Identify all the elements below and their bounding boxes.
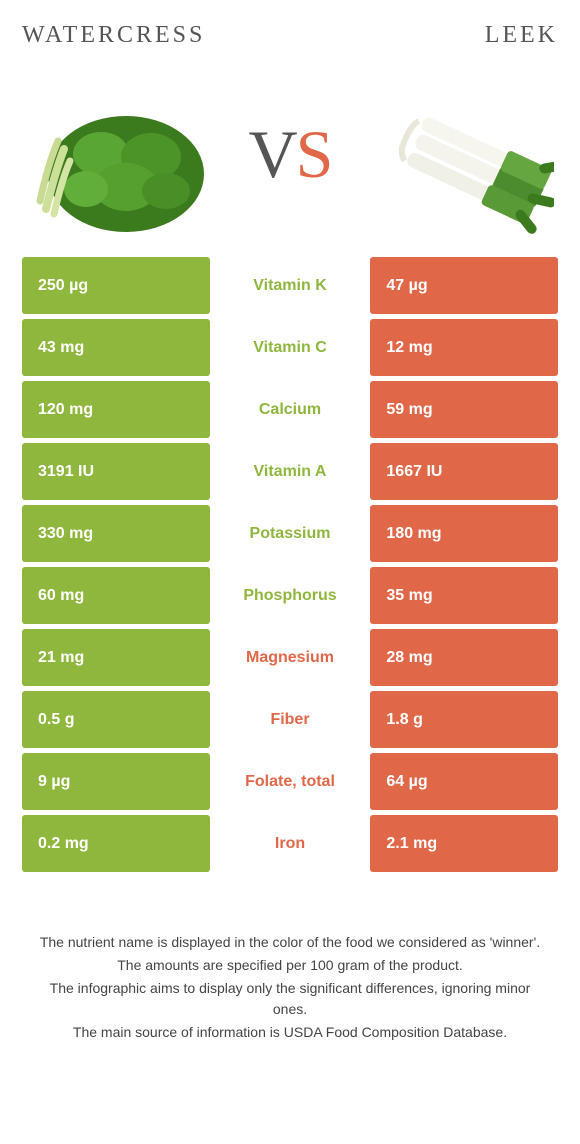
nutrient-right-value: 59 mg (370, 381, 558, 438)
images-row: VS (22, 69, 558, 239)
leek-image (354, 69, 554, 239)
nutrient-name: Potassium (210, 505, 371, 562)
nutrient-row: 60 mgPhosphorus35 mg (22, 567, 558, 624)
nutrient-right-value: 2.1 mg (370, 815, 558, 872)
nutrient-left-value: 250 µg (22, 257, 210, 314)
nutrient-name: Calcium (210, 381, 371, 438)
nutrient-row: 21 mgMagnesium28 mg (22, 629, 558, 686)
nutrient-left-value: 120 mg (22, 381, 210, 438)
nutrient-name: Vitamin K (210, 257, 371, 314)
nutrient-row: 250 µgVitamin K47 µg (22, 257, 558, 314)
nutrient-right-value: 35 mg (370, 567, 558, 624)
nutrient-left-value: 330 mg (22, 505, 210, 562)
nutrient-left-value: 43 mg (22, 319, 210, 376)
nutrient-right-value: 1.8 g (370, 691, 558, 748)
nutrient-row: 120 mgCalcium59 mg (22, 381, 558, 438)
nutrient-right-value: 28 mg (370, 629, 558, 686)
nutrient-row: 43 mgVitamin C12 mg (22, 319, 558, 376)
nutrient-name: Vitamin A (210, 443, 371, 500)
nutrient-left-value: 60 mg (22, 567, 210, 624)
nutrient-name: Folate, total (210, 753, 371, 810)
nutrient-row: 3191 IUVitamin A1667 IU (22, 443, 558, 500)
footer-line: The main source of information is USDA F… (32, 1022, 548, 1043)
nutrient-name: Iron (210, 815, 371, 872)
nutrient-name: Fiber (210, 691, 371, 748)
food-right-title: Leek (485, 22, 558, 49)
nutrient-right-value: 1667 IU (370, 443, 558, 500)
infographic-container: Watercress Leek VS (0, 0, 580, 1067)
nutrient-left-value: 21 mg (22, 629, 210, 686)
vs-label: VS (249, 115, 332, 194)
nutrient-left-value: 0.2 mg (22, 815, 210, 872)
titles-row: Watercress Leek (22, 22, 558, 49)
nutrient-right-value: 180 mg (370, 505, 558, 562)
nutrient-name: Magnesium (210, 629, 371, 686)
vs-v: V (249, 116, 296, 192)
footer-line: The amounts are specified per 100 gram o… (32, 955, 548, 976)
footer-notes: The nutrient name is displayed in the co… (22, 932, 558, 1043)
food-left-title: Watercress (22, 22, 205, 49)
nutrient-table: 250 µgVitamin K47 µg43 mgVitamin C12 mg1… (22, 257, 558, 872)
vs-s: S (296, 116, 332, 192)
nutrient-row: 0.5 gFiber1.8 g (22, 691, 558, 748)
nutrient-row: 9 µgFolate, total64 µg (22, 753, 558, 810)
nutrient-right-value: 64 µg (370, 753, 558, 810)
nutrient-name: Phosphorus (210, 567, 371, 624)
nutrient-left-value: 0.5 g (22, 691, 210, 748)
nutrient-name: Vitamin C (210, 319, 371, 376)
nutrient-right-value: 47 µg (370, 257, 558, 314)
footer-line: The nutrient name is displayed in the co… (32, 932, 548, 953)
nutrient-right-value: 12 mg (370, 319, 558, 376)
nutrient-row: 330 mgPotassium180 mg (22, 505, 558, 562)
nutrient-left-value: 9 µg (22, 753, 210, 810)
footer-line: The infographic aims to display only the… (32, 978, 548, 1020)
watercress-image (26, 69, 226, 239)
nutrient-row: 0.2 mgIron2.1 mg (22, 815, 558, 872)
nutrient-left-value: 3191 IU (22, 443, 210, 500)
